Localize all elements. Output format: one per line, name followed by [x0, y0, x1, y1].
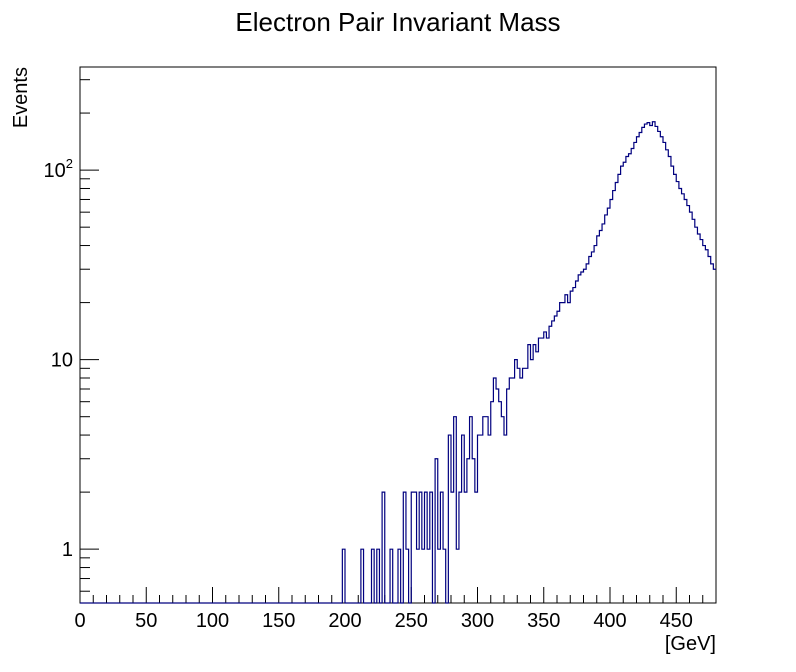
x-axis-tick-labels: 0 50 100 150 200 250 300 350 400 450 [74, 610, 693, 632]
y-axis-tick-labels: 1 10 102 [44, 156, 73, 561]
x-tick-label: 400 [593, 610, 626, 632]
y-axis-ticks [80, 79, 99, 592]
plot-frame [79, 66, 717, 604]
x-tick-label: 100 [196, 610, 229, 632]
x-tick-label: 0 [74, 610, 85, 632]
x-tick-label: 50 [135, 610, 157, 632]
y-axis-label: Events [10, 67, 32, 128]
x-axis-label: [GeV] [665, 633, 716, 655]
x-tick-label: 250 [395, 610, 428, 632]
x-tick-label: 150 [262, 610, 295, 632]
y-tick-label: 102 [44, 156, 73, 182]
histogram-series-line [80, 121, 716, 604]
y-tick-label: 1 [62, 539, 73, 561]
chart-title: Electron Pair Invariant Mass [235, 7, 560, 37]
x-tick-label: 300 [461, 610, 494, 632]
x-tick-label: 350 [527, 610, 560, 632]
x-tick-label: 450 [660, 610, 693, 632]
x-tick-label: 200 [328, 610, 361, 632]
y-tick-label: 10 [51, 350, 73, 372]
